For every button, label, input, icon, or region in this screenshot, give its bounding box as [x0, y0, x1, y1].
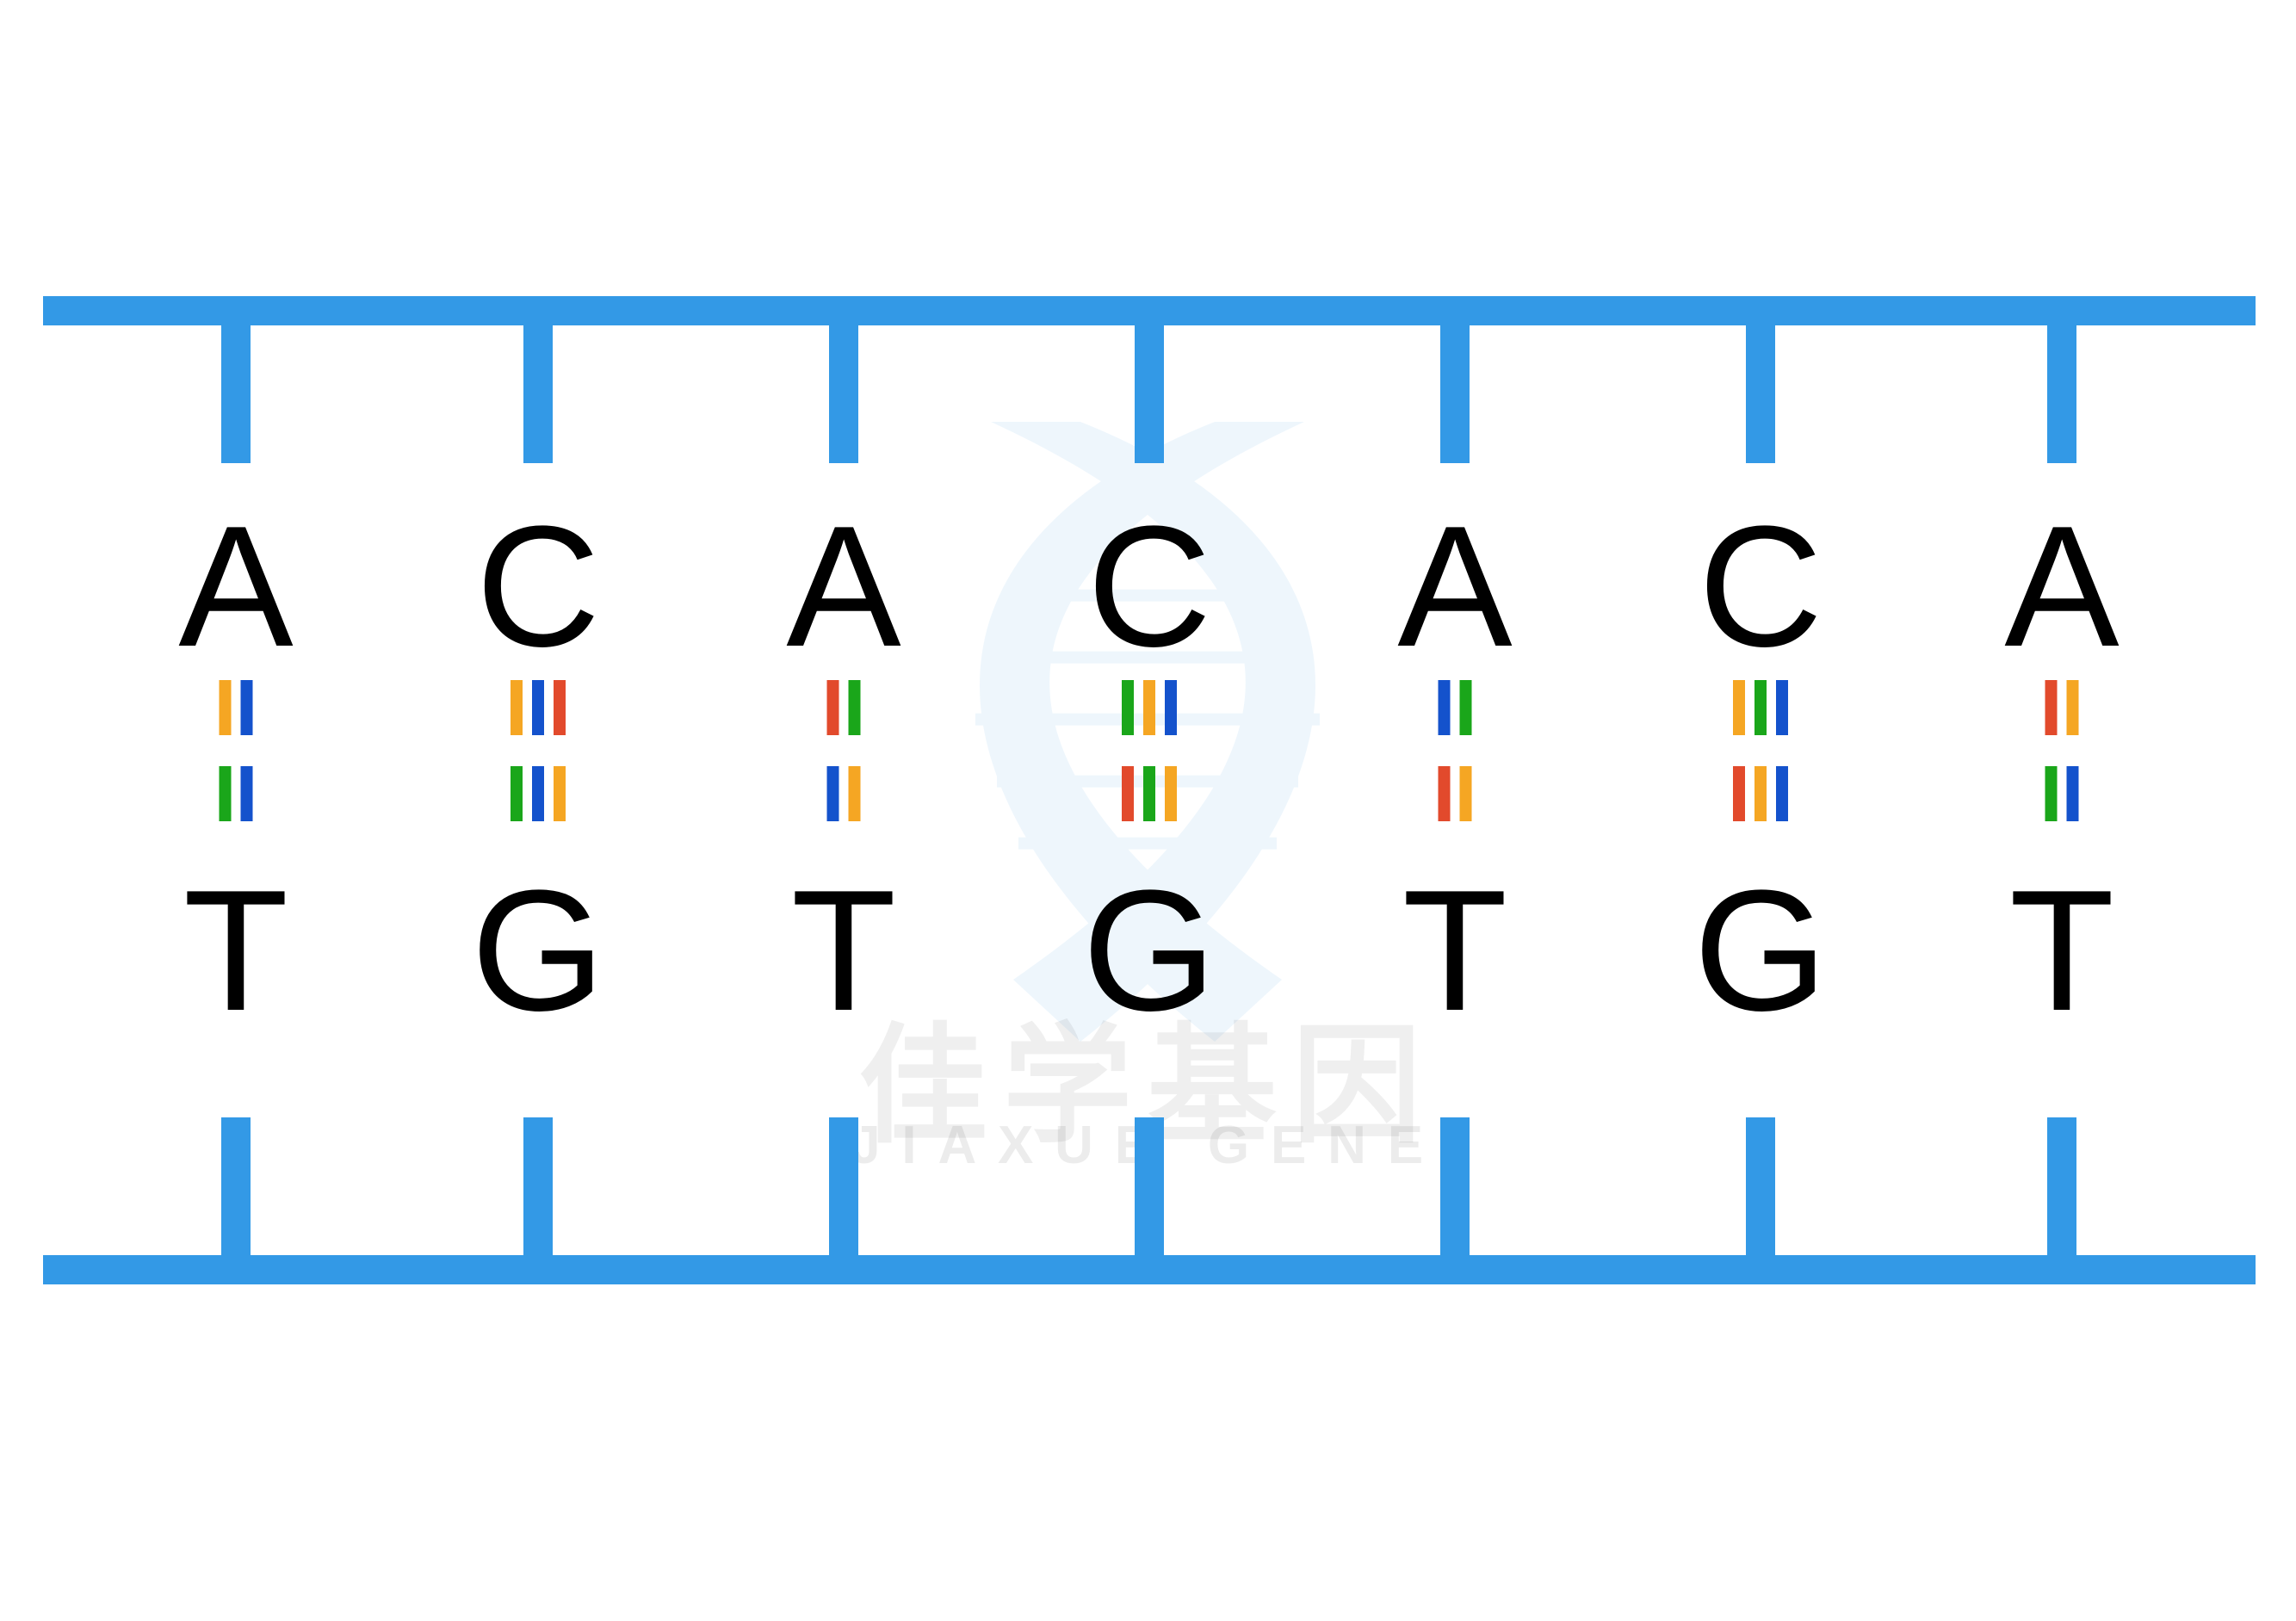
- bond-stroke: [2045, 766, 2058, 821]
- hydrogen-bonds: [827, 680, 861, 821]
- bond-row: [2045, 680, 2079, 735]
- dna-diagram: 佳学基因JIAXUE GENEATCGATCGATCGAT: [0, 0, 2296, 1621]
- base-bottom: T: [183, 865, 288, 1037]
- rung-top: [1135, 325, 1164, 463]
- bond-row: [1733, 766, 1788, 821]
- bottom-backbone: [43, 1255, 2256, 1284]
- bond-stroke: [532, 680, 544, 735]
- bond-stroke: [1460, 766, 1472, 821]
- bond-stroke: [1460, 680, 1472, 735]
- bond-stroke: [1439, 766, 1451, 821]
- rung-top: [1746, 325, 1775, 463]
- bond-stroke: [2045, 680, 2058, 735]
- base-bottom: T: [791, 865, 896, 1037]
- bond-stroke: [554, 766, 566, 821]
- base-top: A: [2004, 501, 2119, 673]
- hydrogen-bonds: [1733, 680, 1788, 821]
- rung-bottom: [2047, 1117, 2076, 1255]
- base-bottom: G: [471, 865, 605, 1037]
- bond-row: [220, 766, 253, 821]
- rung-bottom: [829, 1117, 858, 1255]
- rung-bottom: [1746, 1117, 1775, 1255]
- base-top: C: [1087, 501, 1211, 673]
- bond-row: [1439, 766, 1472, 821]
- base-bottom: T: [1402, 865, 1507, 1037]
- bond-row: [220, 680, 253, 735]
- hydrogen-bonds: [2045, 680, 2079, 821]
- bond-stroke: [1776, 680, 1788, 735]
- base-top: C: [1699, 501, 1823, 673]
- base-top: C: [476, 501, 600, 673]
- rung-bottom: [221, 1117, 251, 1255]
- bond-row: [1733, 680, 1788, 735]
- bond-stroke: [2067, 766, 2079, 821]
- hydrogen-bonds: [511, 680, 566, 821]
- rung-bottom: [523, 1117, 553, 1255]
- rung-bottom: [1135, 1117, 1164, 1255]
- rung-top: [221, 325, 251, 463]
- bond-stroke: [1143, 680, 1155, 735]
- bond-stroke: [1754, 766, 1767, 821]
- bond-stroke: [554, 680, 566, 735]
- bond-stroke: [1143, 766, 1155, 821]
- base-bottom: T: [2009, 865, 2114, 1037]
- bond-stroke: [849, 680, 861, 735]
- bond-stroke: [511, 766, 523, 821]
- hydrogen-bonds: [1439, 680, 1472, 821]
- bond-row: [1122, 766, 1177, 821]
- bond-stroke: [1165, 766, 1177, 821]
- top-backbone: [43, 296, 2256, 325]
- bond-stroke: [2067, 680, 2079, 735]
- rung-top: [829, 325, 858, 463]
- bond-stroke: [532, 766, 544, 821]
- bond-stroke: [1754, 680, 1767, 735]
- hydrogen-bonds: [220, 680, 253, 821]
- bond-row: [827, 680, 861, 735]
- rung-top: [523, 325, 553, 463]
- bond-stroke: [827, 680, 839, 735]
- bond-stroke: [1733, 680, 1745, 735]
- base-top: A: [786, 501, 900, 673]
- bond-stroke: [1733, 766, 1745, 821]
- rung-top: [2047, 325, 2076, 463]
- bond-row: [827, 766, 861, 821]
- rung-top: [1440, 325, 1470, 463]
- base-bottom: G: [1693, 865, 1828, 1037]
- bond-row: [511, 766, 566, 821]
- base-top: A: [1397, 501, 1512, 673]
- bond-stroke: [241, 680, 253, 735]
- bond-stroke: [827, 766, 839, 821]
- base-bottom: G: [1082, 865, 1216, 1037]
- bond-stroke: [511, 680, 523, 735]
- bond-row: [1439, 680, 1472, 735]
- bond-row: [2045, 766, 2079, 821]
- bond-stroke: [220, 680, 232, 735]
- bond-row: [1122, 680, 1177, 735]
- bond-row: [511, 680, 566, 735]
- bond-stroke: [849, 766, 861, 821]
- bond-stroke: [1122, 766, 1134, 821]
- hydrogen-bonds: [1122, 680, 1177, 821]
- bond-stroke: [1776, 766, 1788, 821]
- bond-stroke: [241, 766, 253, 821]
- bond-stroke: [1165, 680, 1177, 735]
- rung-bottom: [1440, 1117, 1470, 1255]
- bond-stroke: [220, 766, 232, 821]
- base-top: A: [178, 501, 293, 673]
- bond-stroke: [1122, 680, 1134, 735]
- bond-stroke: [1439, 680, 1451, 735]
